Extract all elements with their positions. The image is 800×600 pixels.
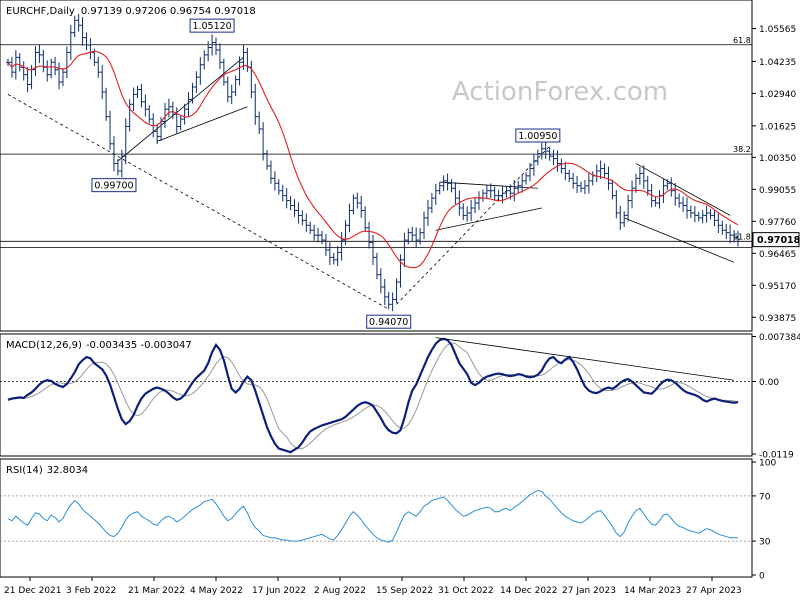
fib-level-label: 61.8	[733, 36, 751, 45]
price-annotation-label: 0.99700	[94, 181, 133, 192]
macd-y-axis: 0.007384 0.00 -0.0119	[752, 333, 800, 461]
rsi-title-label: RSI(14)	[6, 465, 43, 476]
current-price-label: 0.97018	[757, 235, 800, 246]
x-tick-label: 17 Jun 2022	[252, 586, 306, 596]
price-y-tick-label: 0.93875	[759, 314, 796, 324]
price-title-symbol: EURCHF,Daily	[6, 6, 75, 17]
macd-title: MACD(12,26,9) -0.003435 -0.003047	[6, 340, 192, 351]
price-title: EURCHF,Daily 0.97139 0.97206 0.96754 0.97…	[6, 6, 256, 17]
falling-channel-upper	[635, 163, 731, 216]
price-y-tick-label: 0.95170	[759, 282, 796, 292]
x-tick-label: 3 Feb 2022	[66, 586, 116, 596]
x-tick-label: 31 Oct 2022	[438, 586, 494, 596]
x-tick-label: 15 Sep 2022	[376, 586, 433, 596]
price-annotation-box	[189, 18, 235, 33]
triangle-lower	[435, 207, 542, 231]
rsi-y-tick-label: 70	[759, 492, 771, 502]
macd-lines	[7, 337, 739, 454]
rising-channel-lower	[156, 106, 248, 142]
triangle-upper	[439, 181, 538, 189]
macd-line	[7, 337, 739, 454]
macd-y-tick-label: 0.00	[759, 378, 779, 388]
price-annotation-label: 1.05120	[192, 21, 231, 32]
price-moving-average	[7, 50, 739, 269]
price-y-tick-label: 1.02940	[759, 90, 796, 100]
price-annotations: 1.05120 0.99700 0.94070 1.00950 0.97018	[91, 18, 800, 329]
price-y-tick-label: 0.99055	[759, 186, 796, 196]
price-annotation-box	[366, 314, 412, 329]
rsi-value: 32.8034	[47, 465, 88, 476]
x-tick-label: 14 Mar 2023	[624, 586, 681, 596]
rsi-pane	[0, 458, 753, 578]
price-pane	[0, 0, 753, 332]
macd-divergence-trendline	[435, 337, 735, 381]
x-tick-label: 21 Dec 2021	[4, 586, 62, 596]
price-y-tick-label: 1.00350	[759, 154, 796, 164]
rsi-title: RSI(14) 32.8034	[6, 465, 88, 476]
current-price-box	[752, 232, 800, 248]
price-annotation-label: 1.00950	[518, 131, 557, 142]
moving-average-line	[7, 50, 739, 269]
price-annotation-label: 0.94070	[369, 317, 408, 328]
x-tick-label: 21 Mar 2022	[128, 586, 185, 596]
rsi-y-tick-label: 30	[759, 538, 771, 548]
fib-level-label: 38.2	[733, 145, 751, 154]
price-y-tick-label: 1.04235	[759, 58, 796, 68]
falling-channel-lower	[624, 217, 735, 263]
price-y-axis: 1.05565 1.04235 1.02940 1.01625 1.00350 0.990…	[752, 25, 796, 324]
x-axis: 21 Dec 2021 3 Feb 2022 21 Mar 2022 4 May 20…	[4, 577, 742, 596]
macd-values: -0.003435 -0.003047	[86, 340, 192, 351]
rsi-line-path	[7, 489, 738, 543]
dashed-rebound-trendline	[396, 145, 550, 305]
rsi-y-tick-label: 0	[759, 572, 765, 582]
rising-channel-upper	[117, 57, 244, 162]
x-tick-label: 14 Dec 2022	[500, 586, 558, 596]
dashed-support-trendline	[7, 94, 389, 310]
x-tick-label: 27 Jan 2023	[562, 586, 616, 596]
price-y-tick-label: 0.97760	[759, 218, 796, 228]
fib-level-label: 61.8	[733, 232, 751, 241]
x-tick-label: 4 May 2022	[190, 586, 243, 596]
x-tick-label: 27 Apr 2023	[686, 586, 742, 596]
price-y-tick-label: 1.01625	[759, 122, 796, 132]
price-annotation-box	[515, 128, 561, 143]
price-trendlines	[7, 57, 735, 310]
price-y-tick-label: 0.96465	[759, 250, 796, 260]
x-tick-label: 2 Aug 2022	[314, 586, 366, 596]
macd-pane	[0, 333, 753, 457]
rsi-y-tick-label: 100	[759, 459, 776, 469]
macd-y-tick-label: 0.007384	[759, 333, 800, 343]
rsi-line	[7, 489, 738, 543]
price-annotation-box	[91, 178, 137, 193]
macd-y-tick-label: -0.0119	[759, 451, 794, 461]
rsi-levels	[0, 495, 752, 542]
watermark: ActionForex.com	[452, 77, 668, 107]
price-ohlc: 0.97139 0.97206 0.96754 0.97018	[81, 6, 256, 17]
macd-title-label: MACD(12,26,9)	[6, 340, 82, 351]
price-y-tick-label: 1.05565	[759, 25, 796, 35]
price-bars	[6, 13, 740, 312]
rsi-y-axis: 100 70 30 0	[752, 459, 776, 582]
